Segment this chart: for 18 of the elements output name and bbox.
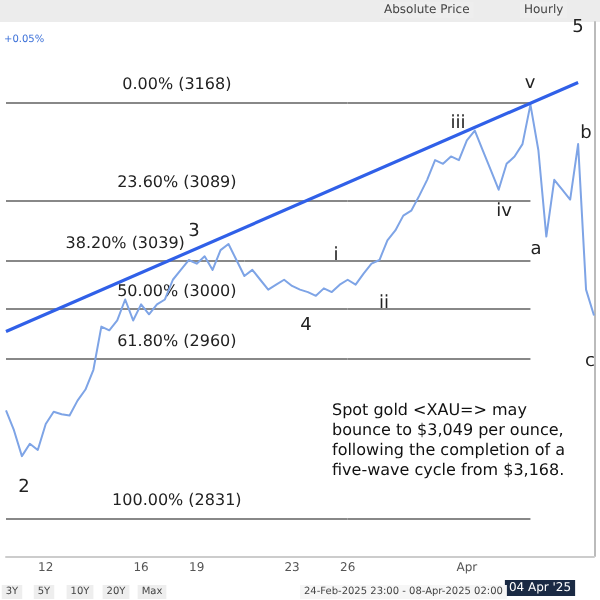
annotation: c xyxy=(585,352,596,372)
annotation: 4 xyxy=(300,316,313,336)
ref-line-label: 0.00% (3168) xyxy=(122,75,232,94)
annotation: iv xyxy=(496,202,514,222)
annotation: a xyxy=(530,240,542,260)
ref-line-label: 38.20% (3039) xyxy=(65,234,185,253)
ref-line-label: 23.60% (3089) xyxy=(117,172,237,191)
ref-line-label: 100.00% (2831) xyxy=(112,490,242,509)
annotation: 3 xyxy=(188,222,200,242)
annotation: ii xyxy=(378,294,390,314)
annotation: 2 xyxy=(18,478,30,498)
annotation: v xyxy=(524,74,537,94)
annotation: b xyxy=(580,124,593,144)
annotation: 5 xyxy=(572,18,584,38)
ref-line-label: 61.80% (2960) xyxy=(117,331,237,350)
annotation: i xyxy=(333,246,339,266)
annotation: Spot gold <XAU=> may bounce to $3,049 per ounce, following the completion of a five-wave cycle from $3,168. xyxy=(332,401,571,479)
annotation: iii xyxy=(450,114,466,134)
